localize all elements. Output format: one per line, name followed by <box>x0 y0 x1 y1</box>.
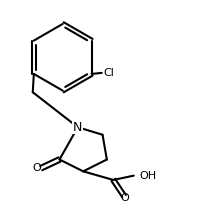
Text: Cl: Cl <box>104 68 114 78</box>
Text: O: O <box>121 193 129 203</box>
Text: O: O <box>32 163 41 173</box>
Text: N: N <box>73 121 82 134</box>
Text: OH: OH <box>140 171 157 181</box>
